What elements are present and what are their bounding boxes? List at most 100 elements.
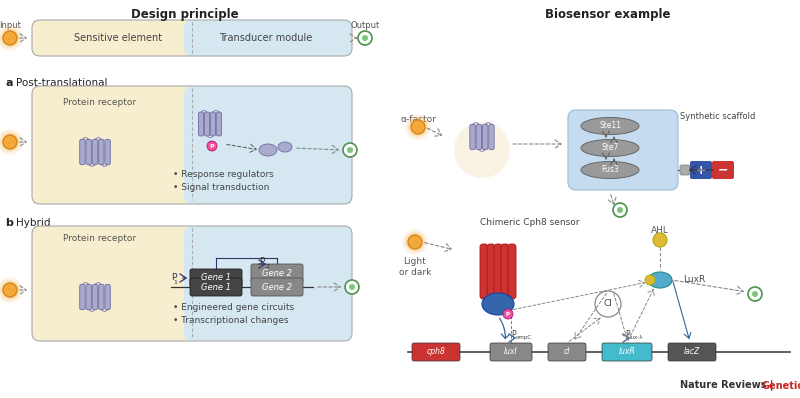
Circle shape [653,233,667,247]
FancyBboxPatch shape [668,343,716,361]
Text: ompC: ompC [516,335,532,340]
Text: AHL: AHL [651,226,669,235]
FancyBboxPatch shape [494,244,502,299]
Text: luxI: luxI [504,347,518,357]
Text: Transducer module: Transducer module [219,33,312,43]
FancyBboxPatch shape [508,244,516,299]
Circle shape [613,203,627,217]
Text: Design principle: Design principle [131,8,239,21]
FancyBboxPatch shape [86,285,91,310]
Text: lacZ: lacZ [684,347,700,357]
FancyBboxPatch shape [92,139,98,165]
Text: Light
or dark: Light or dark [399,257,431,277]
FancyBboxPatch shape [184,226,352,341]
Circle shape [0,28,20,48]
FancyBboxPatch shape [32,86,200,204]
Text: P: P [506,312,510,316]
FancyBboxPatch shape [251,264,303,282]
Text: Ste7: Ste7 [602,144,618,152]
FancyBboxPatch shape [476,125,482,150]
FancyBboxPatch shape [105,139,110,165]
Text: 1: 1 [173,280,177,285]
Text: Gene 1: Gene 1 [201,283,231,291]
Text: Protein receptor: Protein receptor [63,98,137,107]
Text: lux-λ: lux-λ [630,335,643,340]
Circle shape [503,309,513,319]
FancyBboxPatch shape [184,86,352,204]
Text: Sensitive element: Sensitive element [74,33,162,43]
Ellipse shape [278,142,292,152]
Ellipse shape [482,293,514,315]
Text: −: − [718,164,728,176]
FancyBboxPatch shape [482,125,488,150]
Circle shape [0,280,20,300]
FancyBboxPatch shape [251,278,303,296]
FancyBboxPatch shape [32,20,200,56]
Text: +: + [696,164,706,176]
Circle shape [345,280,359,294]
Circle shape [3,31,17,45]
FancyBboxPatch shape [92,285,98,310]
FancyBboxPatch shape [190,278,242,296]
Text: Output: Output [350,21,380,30]
Circle shape [411,120,425,134]
Circle shape [645,275,655,285]
FancyBboxPatch shape [198,112,204,136]
Circle shape [406,114,430,140]
FancyBboxPatch shape [470,125,475,150]
Circle shape [454,122,510,178]
FancyBboxPatch shape [190,269,242,287]
Text: 2: 2 [265,264,269,269]
FancyBboxPatch shape [712,161,734,179]
Text: Gene 1: Gene 1 [201,273,231,283]
Text: α-factor: α-factor [400,115,436,124]
FancyBboxPatch shape [490,343,532,361]
FancyBboxPatch shape [32,226,200,341]
Circle shape [0,129,22,154]
Text: Genetics: Genetics [762,381,800,391]
Text: Gene 2: Gene 2 [262,283,292,291]
FancyBboxPatch shape [568,110,678,190]
Ellipse shape [648,272,672,288]
Circle shape [0,132,20,152]
Ellipse shape [581,117,639,135]
Circle shape [362,35,368,41]
Text: Chimeric Cph8 sensor: Chimeric Cph8 sensor [480,218,580,227]
Circle shape [402,229,428,255]
Text: cI: cI [564,347,570,357]
FancyBboxPatch shape [548,343,586,361]
Text: LuxR: LuxR [683,275,706,285]
Circle shape [752,291,758,297]
FancyBboxPatch shape [105,285,110,310]
Text: P: P [259,258,264,267]
Text: CI: CI [603,300,613,308]
Circle shape [349,284,355,290]
FancyBboxPatch shape [690,161,712,179]
FancyBboxPatch shape [210,112,215,136]
FancyBboxPatch shape [412,343,460,361]
Text: luxR: luxR [618,347,635,357]
FancyBboxPatch shape [184,20,352,56]
Text: Hybrid: Hybrid [16,218,50,228]
FancyBboxPatch shape [86,139,91,165]
Text: Biosensor example: Biosensor example [546,8,670,21]
Text: a: a [5,78,13,88]
Text: Nature Reviews |: Nature Reviews | [680,380,777,391]
Text: Synthetic scaffold: Synthetic scaffold [680,112,755,121]
Circle shape [617,207,623,213]
Text: b: b [5,218,13,228]
Text: Post-translational: Post-translational [16,78,107,88]
Circle shape [207,141,217,151]
Circle shape [347,147,353,153]
Ellipse shape [259,144,277,156]
Circle shape [358,31,372,45]
Text: P: P [172,273,177,283]
Circle shape [3,135,17,149]
Circle shape [405,232,425,252]
FancyBboxPatch shape [205,112,210,136]
Text: Protein receptor: Protein receptor [63,234,137,243]
Circle shape [343,143,357,157]
Text: • Response regulators
• Signal transduction: • Response regulators • Signal transduct… [173,170,274,192]
FancyBboxPatch shape [489,125,494,150]
Text: Input: Input [0,21,21,30]
